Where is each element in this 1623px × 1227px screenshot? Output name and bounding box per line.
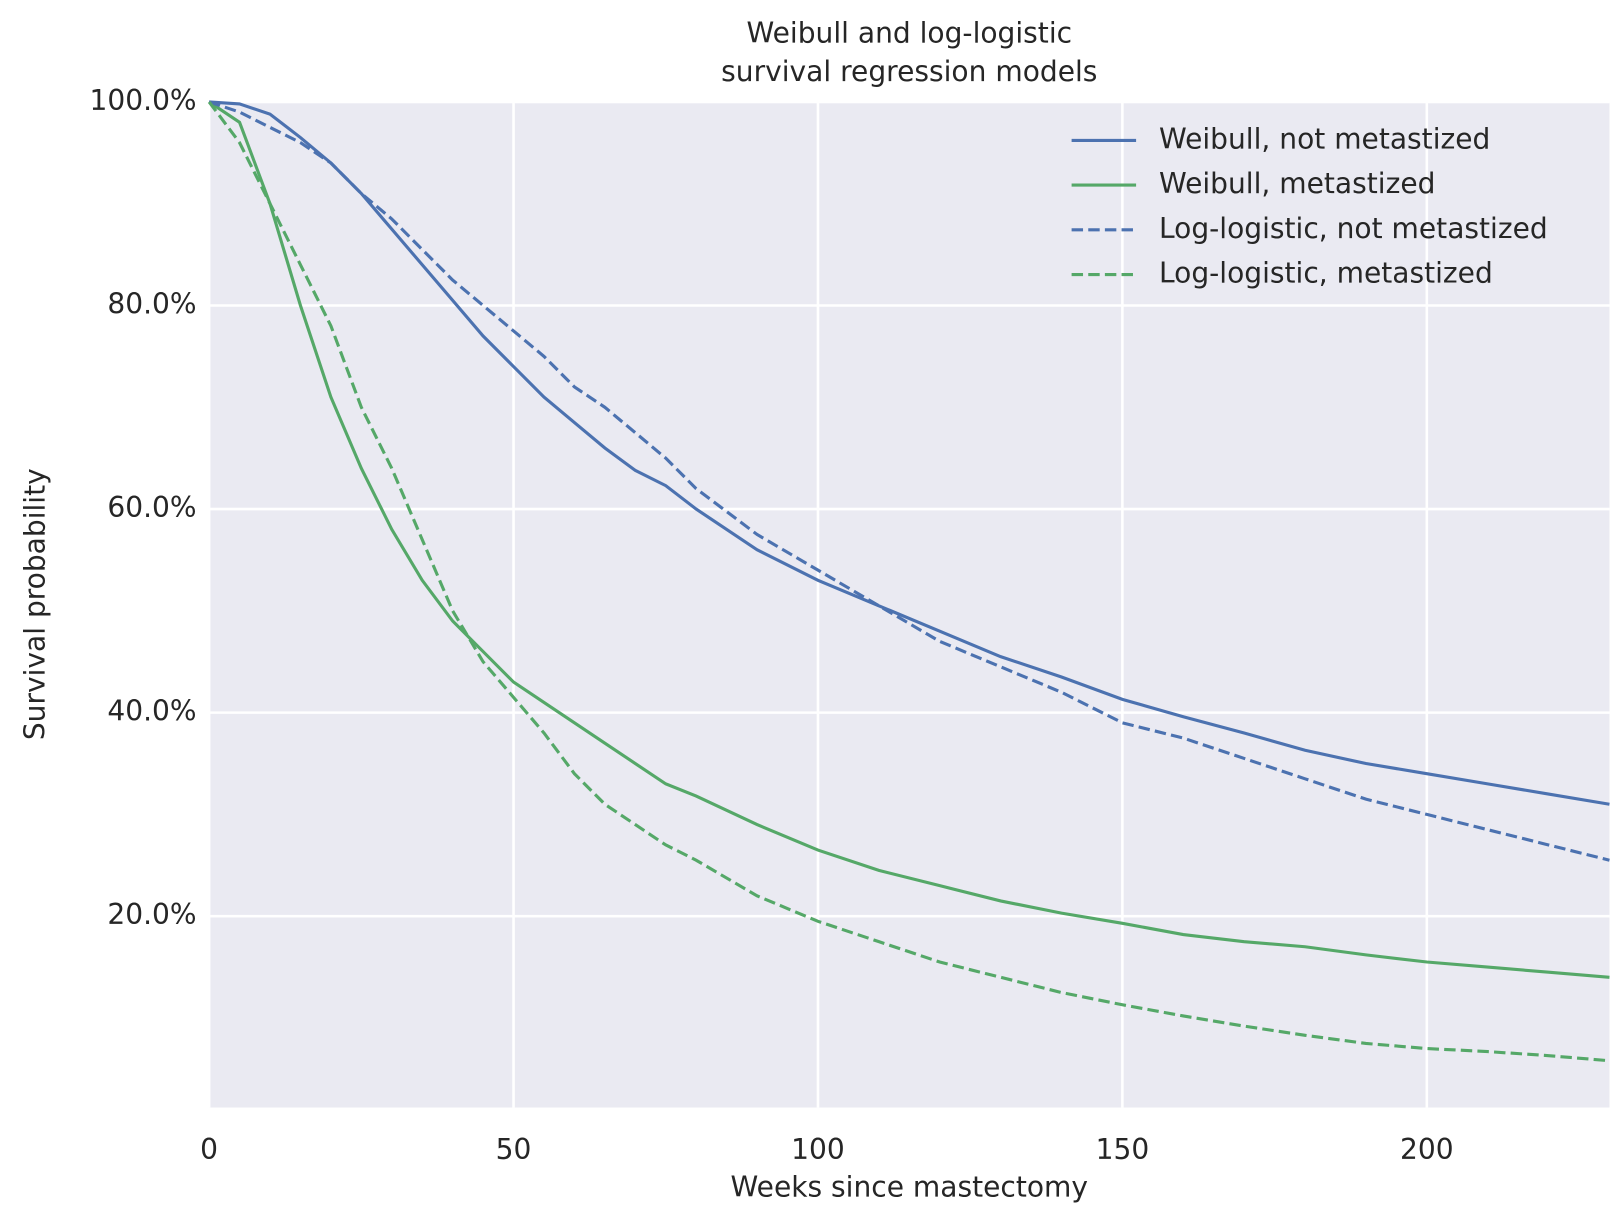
y-axis-label: Survival probability bbox=[18, 468, 51, 740]
y-tick-label: 40.0% bbox=[107, 695, 196, 728]
y-tick-label: 60.0% bbox=[107, 491, 196, 524]
x-tick-label: 150 bbox=[1096, 1133, 1150, 1166]
chart-title: Weibull and log-logistic bbox=[747, 16, 1073, 49]
x-axis-label: Weeks since mastectomy bbox=[731, 1171, 1088, 1204]
legend-label: Log-logistic, metastized bbox=[1159, 257, 1493, 290]
y-tick-label: 20.0% bbox=[107, 898, 196, 931]
series-line bbox=[207, 100, 1610, 1063]
x-tick-label: 200 bbox=[1400, 1133, 1454, 1166]
y-tick-label: 100.0% bbox=[90, 84, 197, 117]
legend-label: Weibull, metastized bbox=[1159, 167, 1435, 200]
y-tick-label: 80.0% bbox=[107, 287, 196, 320]
series-line bbox=[208, 100, 1610, 979]
chart-title: survival regression models bbox=[721, 55, 1097, 88]
legend-label: Log-logistic, not metastized bbox=[1159, 212, 1548, 245]
x-tick-label: 0 bbox=[200, 1133, 218, 1166]
x-tick-label: 100 bbox=[791, 1133, 845, 1166]
x-tick-label: 50 bbox=[496, 1133, 532, 1166]
legend-label: Weibull, not metastized bbox=[1159, 122, 1490, 155]
series-line bbox=[208, 100, 1610, 862]
plot-area bbox=[209, 101, 1610, 1108]
